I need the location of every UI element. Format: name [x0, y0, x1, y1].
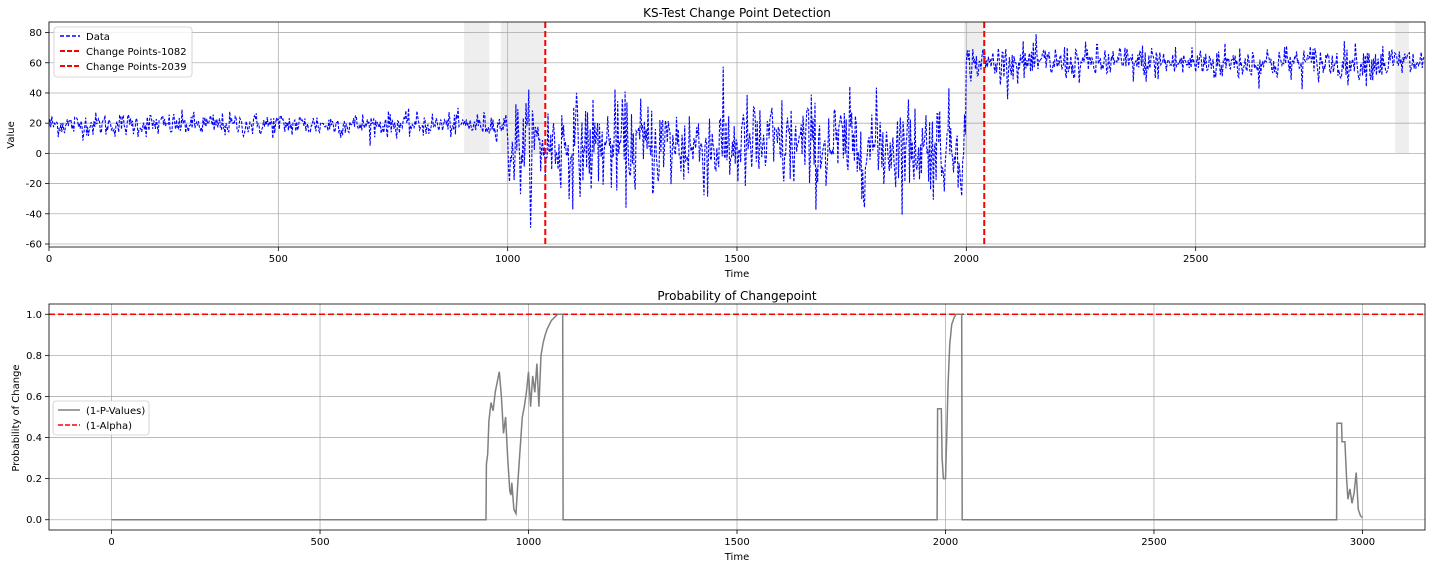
legend-entry-data: Data [86, 32, 110, 43]
shaded-region-2 [964, 22, 985, 154]
y-axis-label: Value [6, 121, 17, 148]
y-tick-label: -40 [26, 209, 42, 220]
legend-entry-cp2: Change Points-2039 [86, 62, 187, 73]
y-tick-label: 0.0 [26, 515, 42, 526]
y-tick-label: 0.2 [26, 474, 42, 485]
x-tick-label: 1000 [495, 254, 520, 265]
y-tick-label: 60 [29, 58, 42, 69]
x-tick-label: 3000 [1350, 537, 1375, 548]
shaded-region-3 [1395, 22, 1409, 154]
legend-entry-pvalues: (1-P-Values) [86, 406, 145, 417]
x-tick-label: 0 [46, 254, 52, 265]
y-tick-label: 0.4 [26, 433, 42, 444]
y-tick-label: 0.8 [26, 351, 42, 362]
probability-series [111, 313, 1364, 521]
series-data-line [48, 34, 1425, 228]
shaded-region-0 [464, 22, 490, 154]
chart-ks-test: KS-Test Change Point Detection 0 500 1000 1… [6, 6, 1426, 280]
x-tick-label: 2500 [1141, 537, 1166, 548]
chart-probability: Probability of Changepoint 0 500 1000 1500 2… [11, 289, 1426, 563]
x-tick-label: 1500 [724, 254, 749, 265]
shaded-regions [464, 22, 1409, 154]
x-tick-label: 2500 [1183, 254, 1208, 265]
y-tick-label: -60 [26, 239, 42, 250]
legend: (1-P-Values) (1-Alpha) [52, 400, 150, 436]
x-tick-label: 2000 [954, 254, 979, 265]
y-tick-label: 80 [29, 28, 42, 39]
x-tick-label: 500 [269, 254, 288, 265]
legend-entry-alpha: (1-Alpha) [86, 421, 132, 432]
y-tick-label: 40 [29, 88, 42, 99]
series-pvalues-line [111, 313, 1364, 521]
y-tick-label: 0.6 [26, 392, 42, 403]
x-ticks: 0 500 1000 1500 2000 2500 3000 [108, 530, 1375, 548]
chart-title: Probability of Changepoint [657, 289, 816, 303]
y-tick-label: -20 [26, 179, 42, 190]
x-axis-label: Time [724, 269, 749, 280]
x-tick-label: 1500 [724, 537, 749, 548]
legend-entry-cp1: Change Points-1082 [86, 47, 187, 58]
x-tick-label: 2000 [933, 537, 958, 548]
y-tick-label: 20 [29, 119, 42, 130]
legend: Data Change Points-1082 Change Points-20… [53, 26, 193, 78]
chart-title: KS-Test Change Point Detection [643, 6, 831, 20]
y-ticks: -60 -40 -20 0 20 40 60 80 [26, 28, 49, 250]
x-ticks: 0 500 1000 1500 2000 2500 [46, 247, 1208, 265]
data-series [48, 34, 1425, 228]
change-point-lines [544, 22, 986, 247]
y-ticks: 0.0 0.2 0.4 0.6 0.8 1.0 [26, 310, 49, 526]
grid [49, 304, 1425, 530]
x-tick-label: 500 [310, 537, 329, 548]
x-tick-label: 1000 [516, 537, 541, 548]
y-tick-label: 0 [36, 149, 42, 160]
legend-box [53, 26, 193, 78]
y-axis-label: Probability of Change [11, 364, 22, 471]
x-tick-label: 0 [108, 537, 114, 548]
x-axis-label: Time [724, 552, 749, 563]
y-tick-label: 1.0 [26, 310, 42, 321]
